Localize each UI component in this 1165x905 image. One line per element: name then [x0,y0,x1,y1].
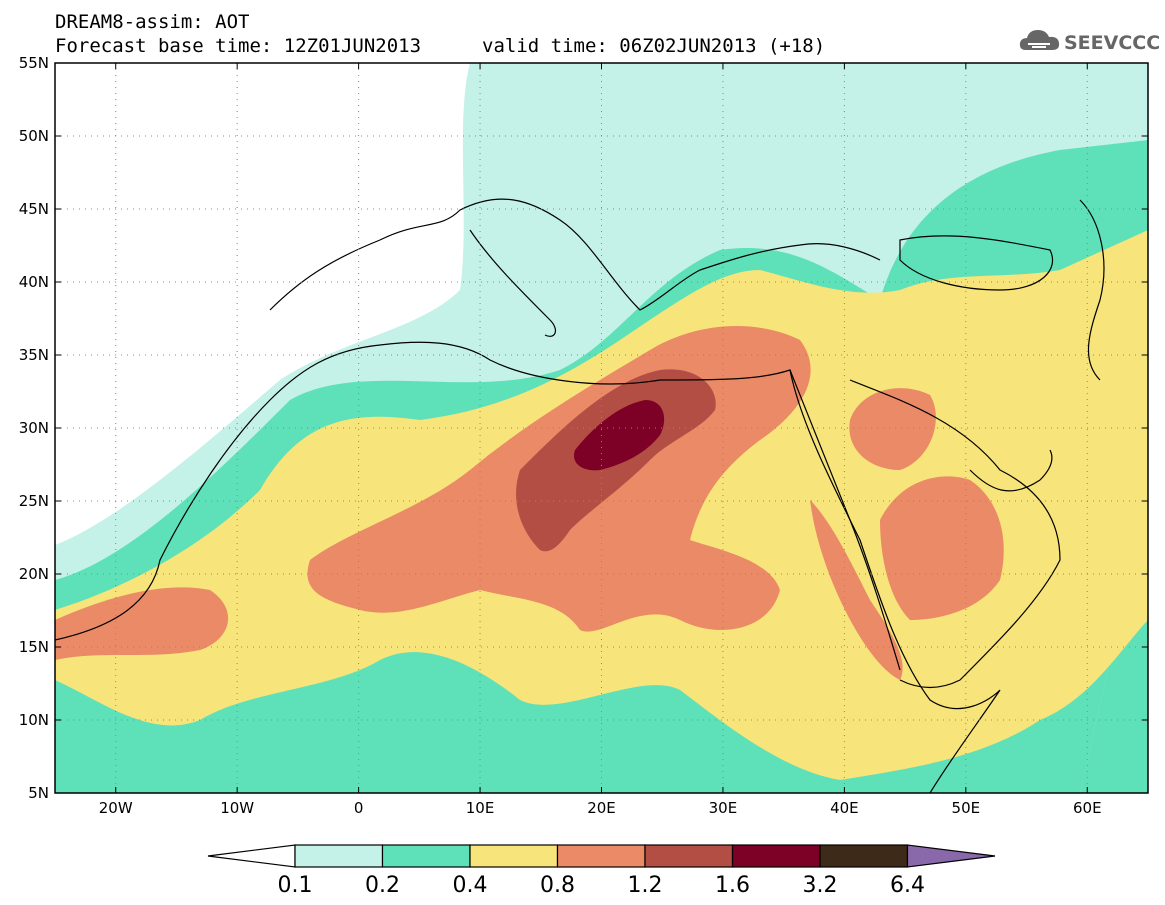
colorbar-level-label: 1.2 [628,873,663,898]
aot-contour-0.8-arabia [880,476,1004,620]
colorbar-level-label: 3.2 [803,873,838,898]
aot-contour-0.8-west [55,587,229,660]
seevccc-logo: SEEVCCC [1018,26,1161,58]
lat-label: 30N [19,419,49,437]
colorbar-level-label: 1.6 [715,873,750,898]
aot-contour-0.8-redsea [810,500,903,680]
colorbar-min-arrow [207,844,296,868]
cloud-icon [1019,30,1060,50]
longitude-labels: 20W 10W 0 10E 20E 30E 40E 50E 60E [99,799,1102,817]
coastline-blacksea [899,235,1054,291]
lat-label: 20N [19,565,49,583]
colorbar-level-label: 0.4 [453,873,488,898]
latitude-labels: 55N 50N 45N 40N 35N 30N 25N 20N 15N 10N 5N [19,54,49,802]
coastline-caspian [1079,199,1105,381]
colorbar-max-arrow [906,844,996,868]
lon-label: 50E [952,799,981,817]
lon-label: 30E [709,799,738,817]
valid-time: valid time: 06Z02JUN2013 (+18) [482,35,826,57]
coastline-italy [469,229,557,337]
colorbar-box [819,844,909,868]
colorbar: 0.1 0.2 0.4 0.8 1.2 1.6 3.2 6.4 [207,844,996,898]
coastline-africa [55,341,1001,793]
lat-label: 55N [19,54,49,72]
colorbar-box [644,844,734,868]
coastlines [55,198,1105,793]
lat-label: 35N [19,346,49,364]
lon-label: 10E [466,799,495,817]
coastline-arabia [849,379,1061,689]
lon-label: 20W [99,799,133,817]
lat-label: 15N [19,638,49,656]
lat-label: 25N [19,492,49,510]
logo-text: SEEVCCC [1064,32,1161,54]
lon-label: 20E [587,799,616,817]
colorbar-box [294,844,384,868]
lon-label: 40E [830,799,859,817]
colorbar-box [381,844,471,868]
map-title: DREAM8-assim: AOT [55,11,250,33]
coastline-redsea [789,369,901,671]
coastline-gulf [969,449,1053,492]
forecast-base-time: Forecast base time: 12Z01JUN2013 [55,35,422,57]
lat-label: 45N [19,200,49,218]
colorbar-level-label: 0.2 [365,873,400,898]
lon-label: 60E [1073,799,1102,817]
coastline-europe [269,198,881,311]
lat-label: 40N [19,273,49,291]
colorbar-box [469,844,559,868]
lon-label: 10W [220,799,254,817]
colorbar-level-label: 6.4 [890,873,925,898]
colorbar-box [556,844,646,868]
lat-label: 10N [19,711,49,729]
lon-label: 0 [354,799,364,817]
grid-lines [55,63,1148,793]
colorbar-level-label: 0.8 [540,873,575,898]
aot-contour-1.6 [574,400,665,471]
lat-label: 50N [19,127,49,145]
axis-ticks [55,62,1148,794]
lat-label: 5N [28,784,49,802]
colorbar-level-label: 0.1 [278,873,313,898]
aot-contour-0.8-syria [849,388,936,470]
colorbar-box [731,844,821,868]
